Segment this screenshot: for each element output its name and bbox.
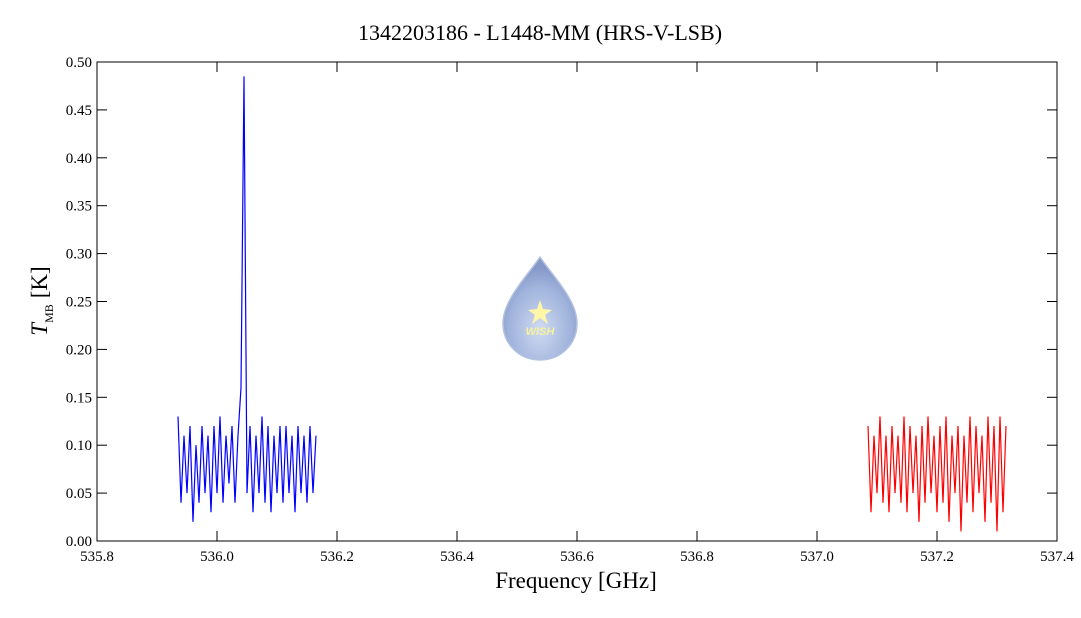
x-tick-label: 536.4	[440, 549, 474, 565]
x-tick-label: 536.6	[560, 549, 594, 565]
logo-text: WISH	[526, 326, 556, 338]
x-tick-label: 536.0	[200, 549, 234, 565]
y-tick-label: 0.35	[66, 199, 92, 215]
logo: WISH	[502, 255, 578, 361]
y-tick-label: 0.05	[66, 486, 92, 502]
y-tick-label: 0.20	[66, 342, 92, 358]
x-tick-label: 537.4	[1040, 549, 1074, 565]
y-tick-label: 0.00	[66, 534, 92, 550]
y-axis-label: TMB [K]	[27, 266, 56, 335]
x-tick-label: 536.2	[320, 549, 354, 565]
y-label-unit: [K]	[27, 266, 52, 298]
x-axis-label: Frequency [GHz]	[495, 568, 657, 593]
x-tick-label: 537.0	[800, 549, 834, 565]
plot-frame	[96, 61, 1058, 542]
y-tick-label: 0.50	[66, 55, 92, 71]
y-label-subscript: MB	[42, 304, 56, 323]
spectrum-line	[177, 76, 317, 522]
x-tick-label: 535.8	[80, 549, 114, 565]
x-tick-label: 537.2	[920, 549, 954, 565]
y-tick-label: 0.40	[66, 151, 92, 167]
y-label-symbol: T	[27, 321, 52, 336]
y-tick-label: 0.30	[66, 247, 92, 263]
x-tick-label: 536.8	[680, 549, 714, 565]
y-tick-label: 0.45	[66, 103, 92, 119]
y-tick-label: 0.25	[66, 295, 92, 311]
chart-title: 1342203186 - L1448-MM (HRS-V-LSB)	[358, 20, 722, 45]
y-tick-label: 0.10	[66, 438, 92, 454]
y-tick-label: 0.15	[66, 390, 92, 406]
spectrum-line	[867, 416, 1007, 532]
